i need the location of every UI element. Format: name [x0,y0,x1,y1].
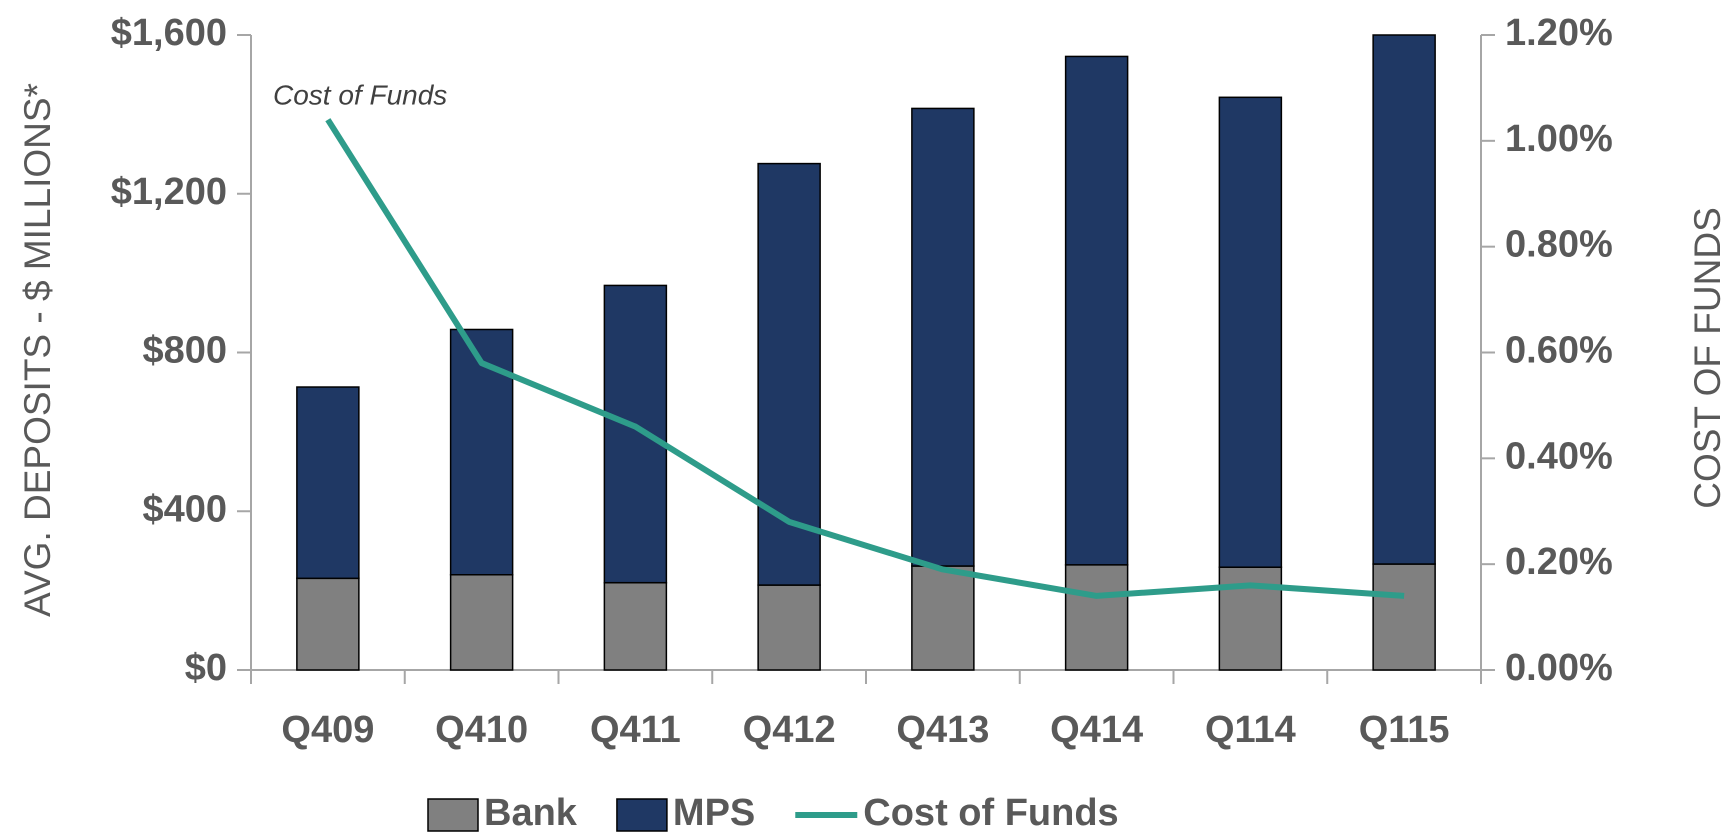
x-tick-label: Q115 [1359,709,1450,751]
bar [1064,564,1129,671]
line [325,118,1405,599]
legend-swatch [616,798,668,832]
y-tick-label: $800 [142,330,227,372]
y2-tick-label: 1.00% [1505,118,1613,160]
bar [1218,96,1283,568]
y-tick-label: $400 [142,488,227,530]
legend-label: Cost of Funds [863,792,1118,833]
y2-tick-label: 1.20% [1505,12,1613,54]
y2-tick-label: 0.00% [1505,647,1613,689]
y-tick-label: $1,600 [111,12,227,54]
x-tick-label: Q412 [743,709,836,751]
y-tick-label: $1,200 [111,171,227,213]
bar [1064,55,1129,566]
legend-swatch [427,798,479,832]
bar [757,162,821,586]
bar [296,386,360,580]
bar [757,584,821,671]
bar [603,581,668,671]
y2-tick-label: 0.20% [1505,541,1613,583]
legend-label: Bank [484,792,578,833]
x-tick-label: Q409 [281,709,374,751]
y2-tick-label: 0.60% [1505,330,1613,372]
bar [911,565,975,671]
y2-axis-title: COST OF FUNDS [1687,207,1728,509]
y2-tick-label: 0.80% [1505,224,1613,266]
y-axis-title: AVG. DEPOSITS - $ MILLIONS* [17,83,58,617]
x-tick-label: Q414 [1050,709,1143,751]
annotation: Cost of Funds [273,79,447,110]
bar [1372,563,1436,671]
x-tick-label: Q411 [590,709,681,751]
bar [296,577,360,671]
bar [603,284,668,584]
bar [449,574,514,671]
bar [1372,34,1436,565]
y-tick-label: $0 [185,647,227,689]
legend-label: MPS [673,792,755,833]
x-tick-label: Q410 [435,709,528,751]
x-tick-label: Q114 [1205,709,1296,751]
x-tick-label: Q413 [896,709,989,751]
y2-tick-label: 0.40% [1505,435,1613,477]
bar [911,107,975,567]
